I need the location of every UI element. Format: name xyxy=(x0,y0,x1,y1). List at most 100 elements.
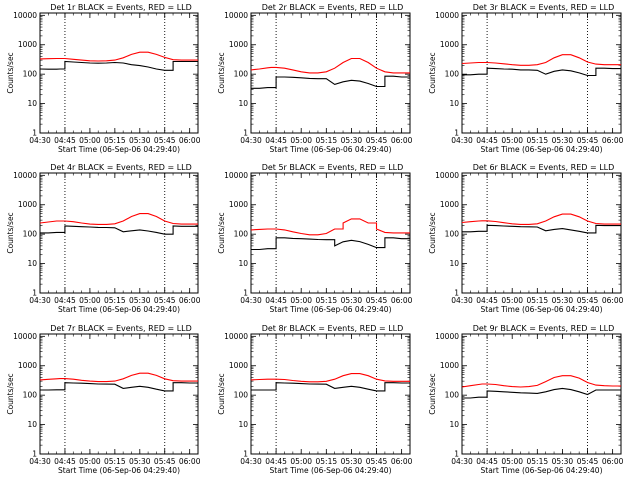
x-tick-label: 05:00 xyxy=(79,457,101,466)
lld-series-line xyxy=(39,213,198,225)
x-tick-label: 05:00 xyxy=(501,457,523,466)
x-axis-label: Start Time (06-Sep-06 04:29:40) xyxy=(481,305,603,314)
events-series-line xyxy=(39,60,198,71)
plot-title: Det 3r BLACK = Events, RED = LLD xyxy=(473,3,615,12)
x-tick-label: 04:45 xyxy=(54,136,76,145)
events-series-line xyxy=(251,75,410,89)
y-tick-label: 1000 xyxy=(18,40,37,49)
x-tick-label: 05:30 xyxy=(341,296,363,305)
x-axis-label: Start Time (06-Sep-06 04:29:40) xyxy=(270,466,392,475)
lld-series-line xyxy=(461,54,621,66)
y-tick-label: 1000 xyxy=(440,361,459,370)
x-tick-label: 04:30 xyxy=(451,296,473,305)
y-axis-label: Counts/sec xyxy=(6,52,15,93)
y-tick-label: 10 xyxy=(449,420,459,429)
x-tick-label: 05:30 xyxy=(129,457,151,466)
y-tick-label: 1000 xyxy=(440,200,459,209)
plot-frame xyxy=(461,12,622,134)
y-tick-label: 10000 xyxy=(224,171,248,180)
x-tick-label: 04:45 xyxy=(265,457,287,466)
y-tick-label: 1 xyxy=(454,450,459,459)
y-tick-label: 1 xyxy=(32,289,37,298)
y-tick-label: 10000 xyxy=(435,11,459,20)
y-tick-label: 10 xyxy=(27,99,37,108)
x-axis-label: Start Time (06-Sep-06 04:29:40) xyxy=(58,305,180,314)
y-tick-label: 1 xyxy=(243,450,248,459)
x-axis-label: Start Time (06-Sep-06 04:29:40) xyxy=(270,145,392,154)
y-tick-label: 100 xyxy=(445,230,460,239)
y-tick-label: 1000 xyxy=(229,361,248,370)
plot-frame xyxy=(461,333,622,455)
lld-series-line xyxy=(461,213,621,225)
plot-frame xyxy=(461,172,622,294)
y-tick-label: 1 xyxy=(243,129,248,138)
x-tick-label: 04:45 xyxy=(265,136,287,145)
x-tick-label: 06:00 xyxy=(602,296,624,305)
y-axis-label: Counts/sec xyxy=(428,373,437,414)
x-tick-label: 04:45 xyxy=(476,457,498,466)
y-axis-label: Counts/sec xyxy=(428,52,437,93)
events-series-line xyxy=(40,225,198,235)
y-tick-label: 1 xyxy=(454,129,459,138)
x-tick-label: 06:00 xyxy=(179,296,201,305)
x-tick-label: 05:45 xyxy=(366,296,388,305)
lld-series-line xyxy=(250,373,410,383)
x-tick-label: 04:45 xyxy=(265,296,287,305)
detector-plot-4: 1 10 100 1000 10000 04:30 04:45 05:00 05:15 05:30… xyxy=(6,163,201,314)
y-tick-label: 1000 xyxy=(18,361,37,370)
x-tick-label: 05:00 xyxy=(290,296,312,305)
events-series-line xyxy=(462,67,621,77)
x-tick-label: 05:00 xyxy=(501,136,523,145)
y-tick-label: 100 xyxy=(234,70,249,79)
x-axis-label: Start Time (06-Sep-06 04:29:40) xyxy=(481,466,603,475)
lld-series-line xyxy=(39,51,198,62)
plot-title: Det 9r BLACK = Events, RED = LLD xyxy=(473,324,615,333)
x-tick-label: 05:30 xyxy=(129,296,151,305)
plot-title: Det 2r BLACK = Events, RED = LLD xyxy=(262,3,404,12)
y-tick-label: 10 xyxy=(238,259,248,268)
x-tick-label: 05:15 xyxy=(104,136,126,145)
y-tick-label: 100 xyxy=(445,391,460,400)
x-tick-label: 05:30 xyxy=(552,457,574,466)
x-axis-label: Start Time (06-Sep-06 04:29:40) xyxy=(58,466,180,475)
plot-title: Det 4r BLACK = Events, RED = LLD xyxy=(50,163,192,172)
y-tick-label: 10000 xyxy=(224,11,248,20)
y-tick-label: 10 xyxy=(449,99,459,108)
y-tick-label: 1000 xyxy=(440,40,459,49)
y-tick-label: 10 xyxy=(449,259,459,268)
y-axis-label: Counts/sec xyxy=(6,212,15,253)
plot-title: Det 1r BLACK = Events, RED = LLD xyxy=(50,3,192,12)
lld-series-line xyxy=(250,57,410,74)
x-tick-label: 06:00 xyxy=(391,296,413,305)
y-axis-label: Counts/sec xyxy=(217,212,226,253)
y-tick-label: 10 xyxy=(27,259,37,268)
y-tick-label: 10000 xyxy=(435,171,459,180)
plot-title: Det 5r BLACK = Events, RED = LLD xyxy=(262,163,404,172)
lld-series-line xyxy=(250,218,410,236)
x-tick-label: 05:15 xyxy=(316,296,338,305)
y-tick-label: 100 xyxy=(23,70,38,79)
y-tick-label: 10000 xyxy=(13,171,37,180)
x-tick-label: 04:30 xyxy=(451,457,473,466)
y-tick-label: 10 xyxy=(238,99,248,108)
x-tick-label: 06:00 xyxy=(179,457,201,466)
x-tick-label: 05:00 xyxy=(79,136,101,145)
y-tick-label: 10 xyxy=(238,420,248,429)
x-tick-label: 05:45 xyxy=(366,457,388,466)
x-tick-label: 05:30 xyxy=(552,296,574,305)
y-axis-label: Counts/sec xyxy=(428,212,437,253)
y-axis-label: Counts/sec xyxy=(217,52,226,93)
detector-plot-2: 1 10 100 1000 10000 04:30 04:45 05:00 05:15 05:30… xyxy=(217,3,413,154)
y-tick-label: 1000 xyxy=(229,200,248,209)
events-series-line xyxy=(251,382,410,392)
plot-frame xyxy=(250,12,411,134)
x-tick-label: 04:45 xyxy=(54,296,76,305)
x-tick-label: 05:30 xyxy=(341,457,363,466)
plot-title: Det 7r BLACK = Events, RED = LLD xyxy=(50,324,192,333)
x-tick-label: 06:00 xyxy=(602,136,624,145)
y-tick-label: 1000 xyxy=(18,200,37,209)
x-tick-label: 05:15 xyxy=(527,457,549,466)
x-axis-label: Start Time (06-Sep-06 04:29:40) xyxy=(270,305,392,314)
x-tick-label: 06:00 xyxy=(602,457,624,466)
